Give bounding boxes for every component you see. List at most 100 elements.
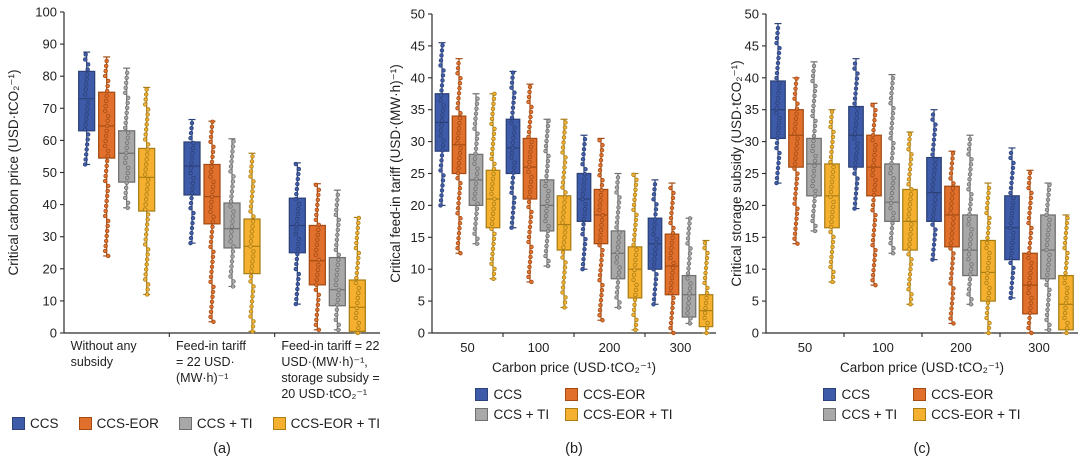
panel-c: 0 5 10 15 20 25 30 35 40 45 50 Critical storage sub… <box>725 0 1080 467</box>
box-ccs-ti-group4 <box>681 216 697 326</box>
box-ccs-eor-ti-group3 <box>980 182 996 336</box>
legend-swatch-ccs-eor <box>78 417 92 430</box>
data-points <box>1062 215 1070 336</box>
y-tick-label: 20 <box>411 198 425 213</box>
box-ccs-eor-ti-group1 <box>485 91 501 281</box>
box-ccs-eor-ti-group2 <box>556 118 572 310</box>
legend-item-ccs-eor: CCS-EOR <box>78 416 159 431</box>
box-ccs-eor-group4 <box>1022 169 1038 336</box>
legend-swatch-ccs-ti <box>475 408 489 421</box>
data-points <box>651 182 659 307</box>
data-points <box>774 25 782 186</box>
box-ccs-eor-ti-group4 <box>698 239 714 336</box>
data-points <box>906 132 914 307</box>
x-tick-label: 100 <box>528 340 550 355</box>
data-points <box>792 76 800 246</box>
legend-label: CCS-EOR + TI <box>290 416 380 431</box>
box-ccs-eor-group1 <box>788 76 804 246</box>
data-points <box>888 76 896 256</box>
data-points <box>472 96 480 246</box>
box-ccs-group4 <box>1004 147 1020 301</box>
y-tick-label: 80 <box>43 69 57 84</box>
data-points <box>509 70 517 230</box>
data-points <box>248 154 256 334</box>
legend-swatch-ccs <box>475 388 489 401</box>
data-points <box>353 215 362 336</box>
box-ccs-eor-group4 <box>664 182 680 336</box>
data-points <box>293 161 302 307</box>
y-tick-label: 45 <box>745 38 759 53</box>
y-tick-label: 50 <box>43 165 57 180</box>
y-tick-label: 10 <box>745 262 759 277</box>
data-points <box>188 120 196 246</box>
y-tick-label: 20 <box>745 198 759 213</box>
x-tick-label: 200 <box>950 340 972 355</box>
y-tick-label: 30 <box>411 134 425 149</box>
x-category-label: USD·(MW·h)⁻¹, <box>281 355 367 369</box>
legend-item-ccs-ti: CCS + TI <box>178 416 253 431</box>
y-tick-label: 25 <box>411 166 425 181</box>
box-ccs-group1 <box>78 51 96 167</box>
box-ccs-group3 <box>288 161 306 307</box>
legend-item-ccs-eor-ti: CCS-EOR + TI <box>565 407 673 422</box>
data-points <box>438 43 446 208</box>
legend-label: CCS <box>493 387 522 402</box>
box-ccs-ti-group2 <box>539 118 555 269</box>
data-points <box>560 120 568 310</box>
box-ccs-eor-ti-group3 <box>348 215 366 336</box>
x-category-label: Feed-in tariff = 22 <box>281 339 379 353</box>
boxplot-b-canvas: 0 5 10 15 20 25 30 35 40 45 50 Critical feed-in tar… <box>388 7 716 375</box>
y-tick-label: 70 <box>43 101 57 116</box>
box-ccs-ti-group4 <box>1040 182 1056 333</box>
legend-swatch-ccs-eor <box>913 388 927 401</box>
panel-b: 0 5 10 15 20 25 30 35 40 45 50 Critical feed-in tar… <box>385 0 725 467</box>
legend-c: CCS CCS-EOR CCS + TI CCS-EOR + TI <box>766 387 1078 422</box>
y-tick-label: 15 <box>745 230 759 245</box>
box-ccs-eor-ti-group1 <box>824 109 840 285</box>
data-points <box>631 172 639 333</box>
box-ccs-group2 <box>848 58 864 211</box>
y-tick-label: 45 <box>411 38 425 53</box>
legend-item-ccs-eor-ti: CCS-EOR + TI <box>913 407 1021 422</box>
legend-a: CCS CCS-EOR CCS + TI CCS-EOR + TI <box>12 416 380 431</box>
data-points <box>828 109 836 285</box>
y-tick-label: 25 <box>745 166 759 181</box>
box-ccs-ti-group3 <box>610 172 626 310</box>
box-ccs-eor-group3 <box>593 137 609 323</box>
box-ccs-eor-ti-group2 <box>902 131 918 307</box>
legend-label: CCS + TI <box>493 407 550 422</box>
data-points <box>333 192 342 332</box>
box-ccs-ti-group3 <box>328 189 346 332</box>
caption-a: (a) <box>213 441 231 457</box>
y-tick-label: 15 <box>411 230 425 245</box>
box-ccs-group2 <box>505 70 521 230</box>
data-points <box>142 87 151 297</box>
boxplot-c-canvas: 0 5 10 15 20 25 30 35 40 45 50 Critical storage sub… <box>729 7 1078 375</box>
legend-item-ccs-eor-ti: CCS-EOR + TI <box>272 416 380 431</box>
y-tick-label: 50 <box>745 7 759 22</box>
legend-item-ccs: CCS <box>475 387 549 402</box>
box-ccs-ti-group1 <box>468 93 484 246</box>
legend-swatch-ccs-eor <box>565 388 579 401</box>
data-points <box>1008 150 1016 301</box>
data-points <box>810 63 818 234</box>
y-tick-label: 40 <box>745 70 759 85</box>
data-points <box>526 84 534 285</box>
x-axis-title: Carbon price (USD·tCO₂⁻¹) <box>492 360 656 375</box>
legend-item-ccs: CCS <box>12 416 59 431</box>
legend-item-ccs-eor: CCS-EOR <box>565 387 672 402</box>
legend-label: CCS-EOR <box>96 416 159 431</box>
box-ccs-group2 <box>183 118 201 246</box>
y-tick-label: 100 <box>35 5 57 20</box>
box-ccs-eor-ti-group1 <box>138 86 156 297</box>
legend-swatch-ccs-ti <box>823 408 837 421</box>
data-points <box>489 91 497 281</box>
axes: 0 5 10 15 20 25 30 35 40 45 50 <box>411 7 716 341</box>
y-tick-label: 35 <box>411 102 425 117</box>
legend-item-ccs-ti: CCS + TI <box>823 407 897 422</box>
legend-label: CCS-EOR + TI <box>931 407 1021 422</box>
data-points <box>614 175 622 310</box>
box-ccs-eor-group3 <box>944 150 960 326</box>
legend-swatch-ccs-ti <box>178 417 192 430</box>
